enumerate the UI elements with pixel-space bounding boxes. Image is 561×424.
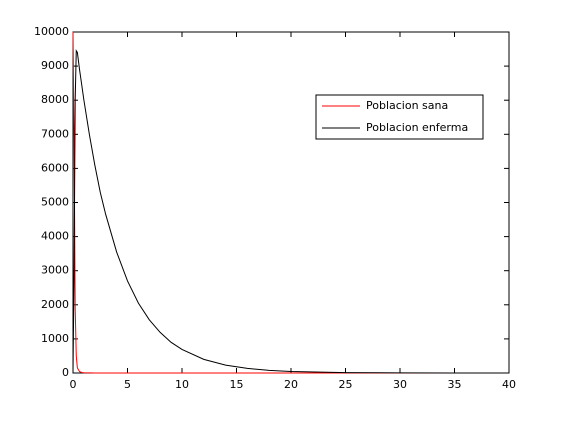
legend-label: Poblacion sana	[366, 99, 448, 112]
y-tick-label: 3000	[41, 264, 69, 277]
x-tick-label: 5	[124, 378, 131, 391]
y-tick-label: 8000	[41, 93, 69, 106]
y-tick-label: 2000	[41, 298, 69, 311]
x-tick-label: 25	[339, 378, 353, 391]
x-tick-label: 30	[393, 378, 407, 391]
x-tick-label: 10	[175, 378, 189, 391]
legend-label: Poblacion enferma	[366, 121, 468, 134]
y-tick-label: 1000	[41, 332, 69, 345]
y-tick-label: 5000	[41, 196, 69, 209]
x-tick-label: 35	[448, 378, 462, 391]
y-tick-label: 9000	[41, 59, 69, 72]
y-tick-label: 10000	[34, 25, 69, 38]
legend-box	[315, 94, 484, 140]
x-tick-label: 15	[230, 378, 244, 391]
y-tick-label: 6000	[41, 161, 69, 174]
y-tick-label: 0	[62, 366, 69, 379]
plot-area	[72, 31, 510, 374]
x-tick-label: 20	[284, 378, 298, 391]
x-tick-label: 40	[502, 378, 516, 391]
x-tick-label: 0	[70, 378, 77, 391]
series-line	[72, 49, 510, 374]
y-tick-label: 4000	[41, 230, 69, 243]
series-line	[72, 31, 509, 374]
y-tick-label: 7000	[41, 127, 69, 140]
